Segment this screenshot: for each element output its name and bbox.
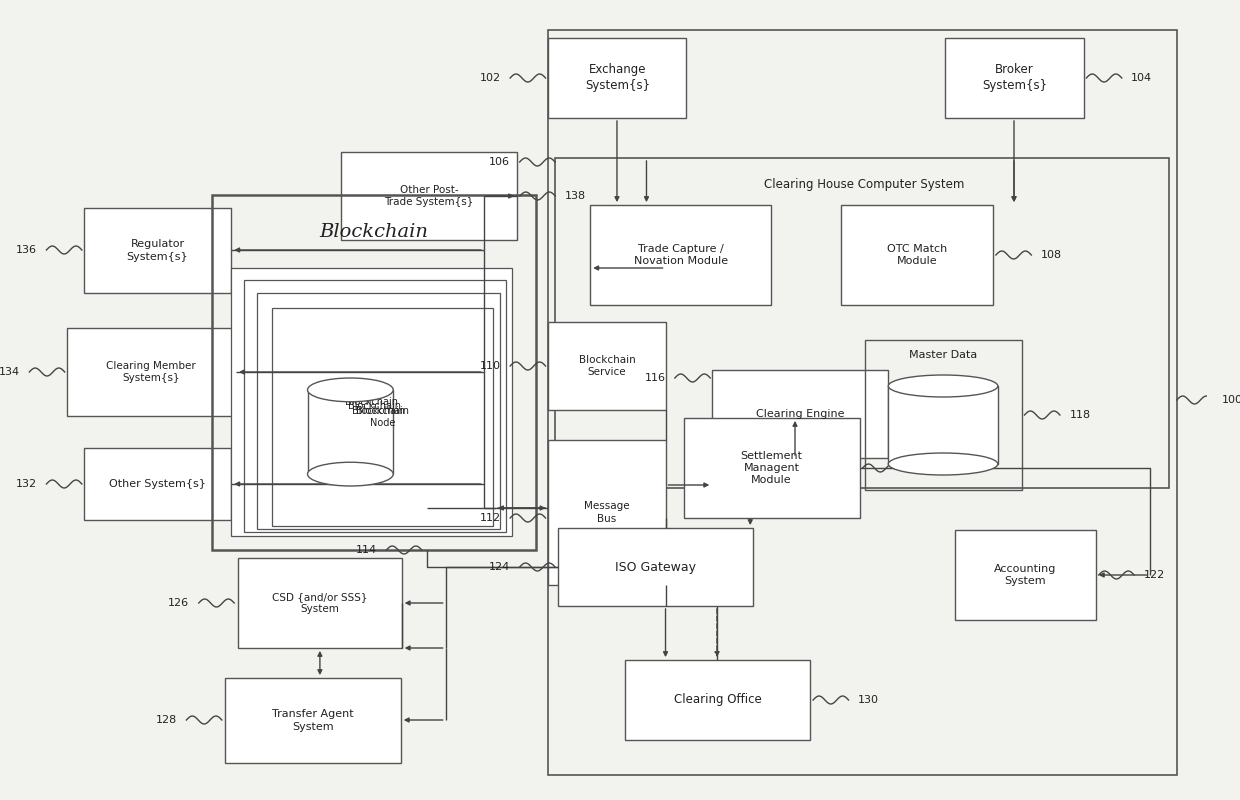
Text: 108: 108 bbox=[1040, 250, 1061, 260]
Ellipse shape bbox=[308, 378, 393, 402]
Ellipse shape bbox=[888, 453, 998, 475]
Bar bbox=[712, 370, 888, 458]
Bar bbox=[84, 448, 232, 520]
Text: Transfer Agent
System: Transfer Agent System bbox=[272, 710, 353, 732]
Bar bbox=[341, 152, 517, 240]
Bar bbox=[273, 308, 494, 526]
Bar bbox=[548, 322, 666, 410]
Text: 100: 100 bbox=[1221, 395, 1240, 405]
Bar bbox=[67, 328, 236, 416]
Text: 130: 130 bbox=[858, 695, 879, 705]
Bar bbox=[945, 38, 1084, 118]
Text: 116: 116 bbox=[645, 373, 666, 383]
Text: 112: 112 bbox=[480, 513, 501, 523]
Bar bbox=[308, 390, 393, 474]
Text: Blockchain: Blockchain bbox=[345, 397, 398, 407]
Text: 124: 124 bbox=[489, 562, 510, 572]
Bar bbox=[625, 660, 810, 740]
Text: Regulator
System{s}: Regulator System{s} bbox=[126, 239, 188, 262]
Bar bbox=[232, 268, 512, 536]
Bar bbox=[238, 558, 402, 648]
Bar bbox=[556, 158, 1169, 488]
Text: Clearing House Computer System: Clearing House Computer System bbox=[764, 178, 965, 191]
Text: Broker
System{s}: Broker System{s} bbox=[982, 63, 1047, 93]
Bar bbox=[841, 205, 993, 305]
Text: 132: 132 bbox=[16, 479, 37, 489]
Bar bbox=[257, 293, 500, 529]
Bar bbox=[84, 208, 232, 293]
Bar bbox=[864, 340, 1022, 490]
Text: Clearing Member
System{s}: Clearing Member System{s} bbox=[107, 361, 196, 383]
Text: Accounting
System: Accounting System bbox=[994, 564, 1056, 586]
Text: Exchange
System{s}: Exchange System{s} bbox=[585, 63, 650, 93]
Text: Blockchain
Node: Blockchain Node bbox=[356, 406, 409, 428]
Ellipse shape bbox=[308, 462, 393, 486]
Text: 110: 110 bbox=[480, 361, 501, 371]
Text: 106: 106 bbox=[490, 157, 510, 167]
Bar bbox=[548, 440, 666, 585]
Bar bbox=[558, 528, 753, 606]
Text: Clearing Engine: Clearing Engine bbox=[756, 409, 844, 419]
Text: OTC Match
Module: OTC Match Module bbox=[887, 244, 947, 266]
Text: Blockchain: Blockchain bbox=[352, 406, 405, 416]
Bar bbox=[212, 195, 536, 550]
Text: 114: 114 bbox=[356, 545, 377, 555]
Text: Message
Bus: Message Bus bbox=[584, 502, 630, 524]
Bar bbox=[888, 386, 998, 464]
Bar bbox=[548, 30, 1177, 775]
Text: Clearing Office: Clearing Office bbox=[673, 694, 761, 706]
Bar bbox=[955, 530, 1096, 620]
Text: 118: 118 bbox=[1069, 410, 1090, 420]
Text: 120: 120 bbox=[908, 463, 929, 473]
Bar bbox=[224, 678, 401, 763]
Text: CSD {and/or SSS}
System: CSD {and/or SSS} System bbox=[272, 592, 367, 614]
Text: Other System{s}: Other System{s} bbox=[109, 479, 206, 489]
Text: 134: 134 bbox=[0, 367, 20, 377]
Text: Other Post-
Trade System{s}: Other Post- Trade System{s} bbox=[384, 185, 474, 207]
Bar bbox=[683, 418, 859, 518]
Text: ISO Gateway: ISO Gateway bbox=[615, 561, 696, 574]
Text: 126: 126 bbox=[169, 598, 190, 608]
Text: Settlement
Managent
Module: Settlement Managent Module bbox=[740, 450, 802, 486]
Text: 136: 136 bbox=[16, 245, 37, 255]
Bar bbox=[548, 38, 687, 118]
Text: 102: 102 bbox=[480, 73, 501, 83]
Text: Blockchain: Blockchain bbox=[348, 401, 402, 411]
Bar bbox=[244, 280, 506, 532]
Text: Blockchain
Service: Blockchain Service bbox=[579, 354, 635, 377]
Text: 128: 128 bbox=[156, 715, 177, 725]
Bar bbox=[590, 205, 771, 305]
Text: Trade Capture /
Novation Module: Trade Capture / Novation Module bbox=[634, 244, 728, 266]
Text: Blockchain: Blockchain bbox=[320, 223, 429, 241]
Text: 104: 104 bbox=[1131, 73, 1152, 83]
Text: 122: 122 bbox=[1143, 570, 1164, 580]
Text: 138: 138 bbox=[564, 191, 585, 201]
Text: Master Data: Master Data bbox=[909, 350, 977, 360]
Ellipse shape bbox=[888, 375, 998, 397]
